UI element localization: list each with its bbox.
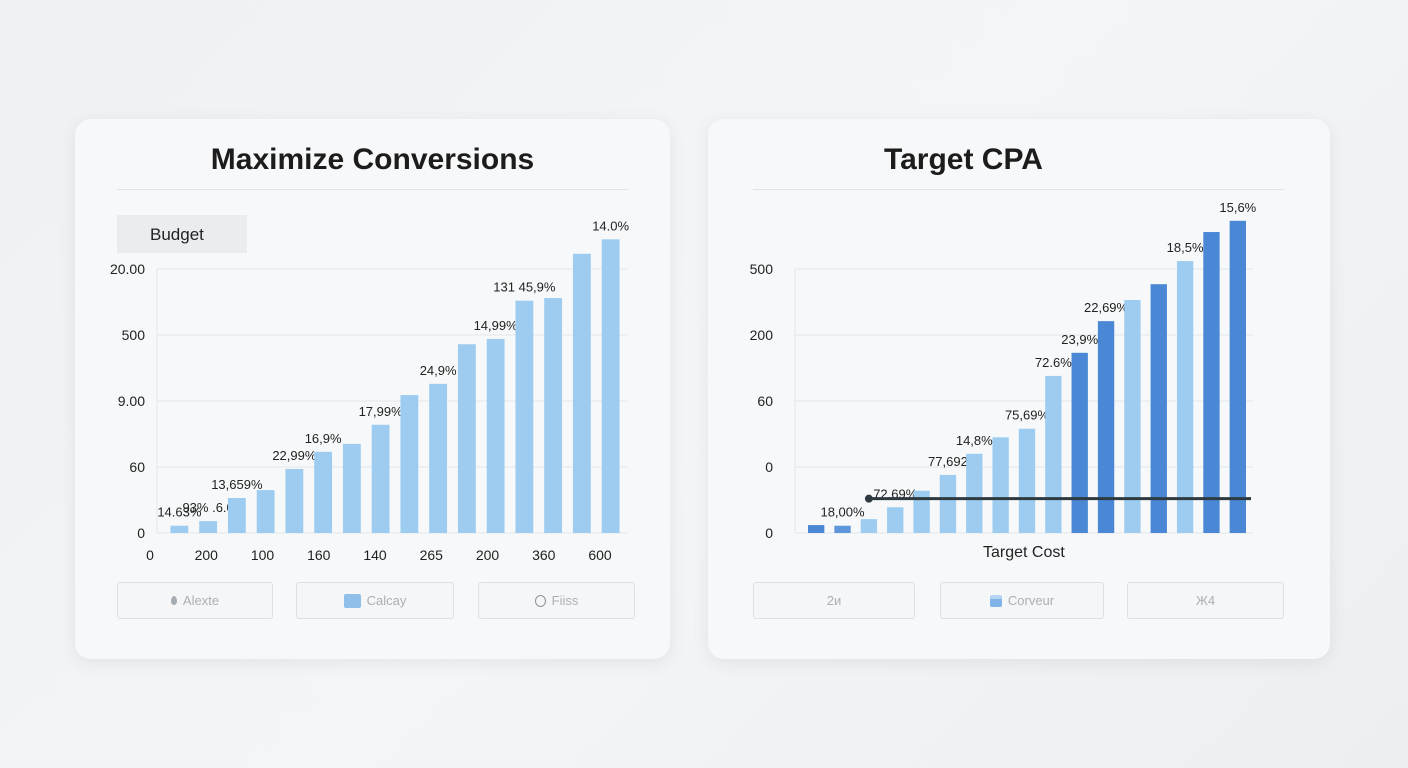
data-label: 93% .6.0 xyxy=(182,500,233,515)
data-label: 131 45,9% xyxy=(493,280,556,295)
bar xyxy=(400,395,419,533)
y-tick-label: 200 xyxy=(750,327,774,343)
bar xyxy=(913,490,930,533)
bar xyxy=(544,298,563,533)
bar xyxy=(601,239,620,534)
y-tick-label: 0 xyxy=(137,525,145,541)
data-label: 72.6% xyxy=(1035,355,1072,370)
y-tick-label: 0 xyxy=(765,525,773,541)
data-label: 16,9% xyxy=(305,431,342,446)
x-axis-label: Target Cost xyxy=(983,544,1065,561)
bar xyxy=(808,525,825,533)
data-label: 14.0% xyxy=(592,218,629,233)
bar xyxy=(939,474,957,533)
data-label: 14,99% xyxy=(474,318,519,333)
bar xyxy=(1045,375,1062,533)
data-label: 22,99% xyxy=(272,448,317,463)
x-tick-label: 360 xyxy=(532,547,556,563)
divider xyxy=(753,189,1284,190)
y-tick-label: 9.00 xyxy=(118,393,145,409)
data-label: 22,69% xyxy=(1084,300,1129,315)
bar xyxy=(227,498,246,533)
bar xyxy=(1229,220,1246,533)
target-line-marker xyxy=(864,494,873,503)
y-tick-label: 500 xyxy=(122,327,146,343)
bar xyxy=(199,521,218,533)
conversions-bar-chart: 0 60 9.00 500 20.00 14.63%93% .6.0 13,659% 22,9… xyxy=(110,218,630,563)
y-tick-label: 0 xyxy=(765,459,773,475)
bar xyxy=(887,507,904,533)
button-label: Ж4 xyxy=(1195,593,1216,608)
bar xyxy=(834,525,851,533)
bar xyxy=(1124,300,1141,533)
y-tick-label: 60 xyxy=(757,393,773,409)
bar xyxy=(170,525,189,533)
button-2u[interactable]: 2и xyxy=(753,582,915,619)
corveur-button[interactable]: Corveur xyxy=(940,582,1104,619)
data-label: 17,99% xyxy=(359,404,404,419)
drop-icon xyxy=(170,596,177,605)
button-zh4[interactable]: Ж4 xyxy=(1127,582,1284,619)
bar xyxy=(314,451,333,533)
bar xyxy=(342,443,361,533)
document-icon xyxy=(343,593,361,608)
data-label: 23,9% xyxy=(1061,332,1098,347)
bar xyxy=(1203,232,1220,533)
y-tick-label: 60 xyxy=(129,459,145,475)
button-label: 2и xyxy=(826,593,842,608)
data-label: 24,9% xyxy=(420,363,457,378)
bar xyxy=(572,253,591,533)
data-label: 18,00% xyxy=(820,505,865,520)
bar xyxy=(486,338,505,533)
button-label: Corveur xyxy=(1007,593,1055,608)
x-tick-label: 200 xyxy=(476,547,500,563)
y-tick-label: 500 xyxy=(750,261,774,277)
divider xyxy=(117,189,628,190)
card-title: Target CPA xyxy=(884,143,1043,176)
bar xyxy=(371,424,390,533)
data-label: 77,692 xyxy=(928,454,968,469)
maximize-conversions-card: Maximize Conversions Budget 0 60 9.00 500 20… xyxy=(75,119,670,659)
x-tick-label: 0 xyxy=(146,547,154,563)
search-icon xyxy=(534,594,546,607)
bar xyxy=(992,437,1009,533)
alexte-button[interactable]: Alexte xyxy=(117,582,273,619)
data-label: 75,69% xyxy=(1005,408,1050,423)
budget-label: Budget xyxy=(117,215,247,253)
target-cpa-card: Target CPA 0 0 60 200 500 18,00% 72.69% 77,692 1… xyxy=(708,119,1330,659)
bar xyxy=(285,468,304,533)
data-label: 18,5% xyxy=(1167,240,1204,255)
bar xyxy=(860,519,878,533)
x-tick-label: 600 xyxy=(588,547,612,563)
bar xyxy=(457,344,476,533)
bar xyxy=(1071,352,1088,533)
data-label: 14,8% xyxy=(956,433,993,448)
x-tick-label: 160 xyxy=(307,547,331,563)
calcay-button[interactable]: Calcay xyxy=(296,582,454,619)
bar xyxy=(256,490,275,533)
bar xyxy=(1097,321,1115,533)
x-tick-label: 200 xyxy=(195,547,219,563)
target-cpa-bar-chart: 006020050018,00%72.69%77,69214,8%75,69%7… xyxy=(750,200,1257,541)
bar xyxy=(1176,261,1194,533)
bar xyxy=(515,300,534,533)
fiiss-button[interactable]: Fiiss xyxy=(478,582,635,619)
bar xyxy=(1018,428,1036,533)
data-label: 14.63% xyxy=(157,505,202,520)
data-label: 13,659% xyxy=(211,477,263,492)
button-label: Calcay xyxy=(366,593,407,608)
bar xyxy=(1150,284,1167,533)
y-tick-label: 20.00 xyxy=(110,261,145,277)
lock-icon xyxy=(989,594,1002,607)
button-label: Alexte xyxy=(182,593,220,608)
x-tick-label: 140 xyxy=(363,547,387,563)
bar xyxy=(966,453,983,533)
x-tick-label: 100 xyxy=(251,547,275,563)
button-label: Fiiss xyxy=(551,593,579,608)
bar xyxy=(429,383,448,533)
x-tick-label: 265 xyxy=(420,547,444,563)
data-label: 15,6% xyxy=(1219,200,1256,215)
card-title: Maximize Conversions xyxy=(210,143,535,176)
